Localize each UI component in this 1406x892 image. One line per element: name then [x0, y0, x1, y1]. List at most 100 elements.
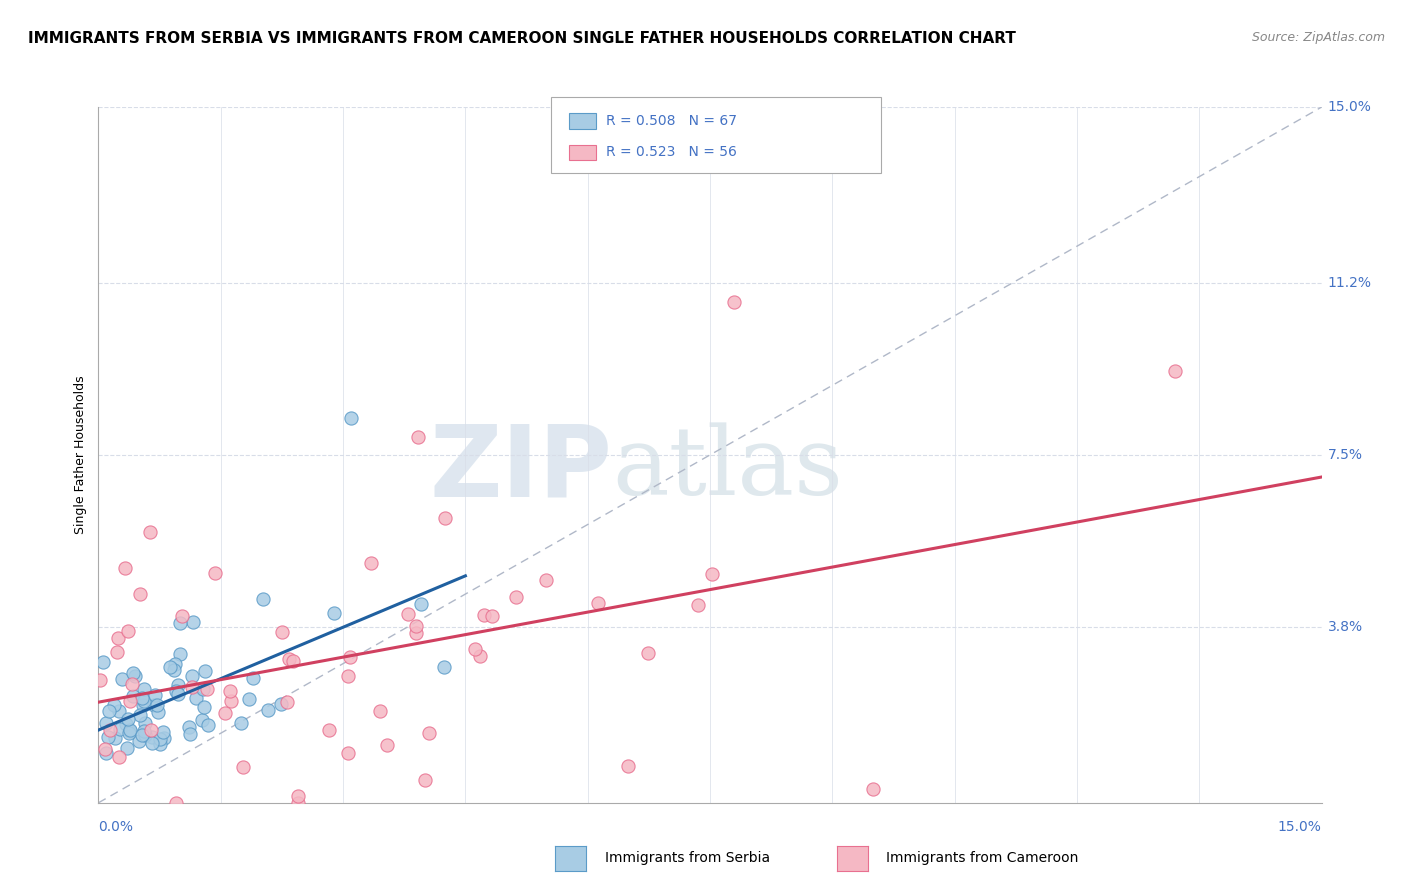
Point — [145, 698, 167, 713]
Point — [179, 727, 201, 741]
Point — [413, 772, 436, 787]
Point — [139, 525, 162, 540]
Point — [686, 598, 709, 612]
Point — [167, 678, 190, 692]
Point — [195, 681, 218, 696]
Point — [128, 708, 150, 723]
Point — [177, 720, 200, 734]
Point — [418, 726, 440, 740]
Point — [252, 592, 274, 607]
Point — [180, 669, 202, 683]
Point — [134, 716, 156, 731]
Point — [468, 648, 491, 663]
Text: Source: ZipAtlas.com: Source: ZipAtlas.com — [1251, 31, 1385, 45]
Point — [149, 738, 172, 752]
Point — [283, 654, 305, 668]
Point — [405, 619, 427, 633]
Point — [318, 723, 340, 737]
Point — [1164, 364, 1187, 378]
Point — [270, 625, 292, 640]
Point — [148, 705, 170, 719]
Point — [128, 587, 150, 601]
Point — [287, 789, 309, 804]
Point — [159, 659, 181, 673]
Point — [238, 692, 260, 706]
Point — [132, 693, 155, 707]
Point — [121, 677, 143, 691]
Point — [94, 746, 117, 760]
Point — [276, 695, 298, 709]
Point — [94, 742, 117, 756]
Point — [104, 731, 127, 745]
Point — [396, 607, 419, 622]
Text: 15.0%: 15.0% — [1327, 100, 1372, 114]
Point — [167, 687, 190, 701]
Text: ZIP: ZIP — [429, 420, 612, 517]
Point — [360, 556, 382, 570]
Point — [117, 712, 139, 726]
Point — [214, 706, 236, 720]
Point — [191, 713, 214, 727]
Point — [586, 596, 609, 610]
Point — [118, 725, 141, 739]
Point — [368, 704, 391, 718]
Point — [193, 700, 215, 714]
Point — [204, 566, 226, 581]
Point — [107, 750, 129, 764]
Point — [134, 728, 156, 742]
Point — [121, 689, 143, 703]
Point — [97, 704, 120, 718]
Point — [723, 294, 745, 309]
Point — [340, 410, 363, 425]
Point — [277, 652, 299, 666]
Point — [105, 645, 128, 659]
Point — [165, 684, 187, 698]
Point — [184, 690, 207, 705]
Point — [114, 561, 136, 575]
Point — [197, 717, 219, 731]
Point — [231, 715, 253, 730]
Point — [115, 740, 138, 755]
Point — [124, 669, 146, 683]
Text: 15.0%: 15.0% — [1278, 821, 1322, 834]
Point — [337, 669, 360, 683]
Point — [536, 573, 558, 587]
Point — [108, 722, 131, 736]
Point — [375, 738, 398, 752]
Point — [93, 655, 115, 669]
Point — [242, 671, 264, 685]
Point — [406, 430, 429, 444]
Point — [170, 608, 193, 623]
Point — [115, 717, 138, 731]
Point — [98, 723, 121, 738]
Point — [169, 647, 191, 661]
FancyBboxPatch shape — [551, 96, 882, 173]
Point — [481, 609, 503, 624]
Point — [191, 682, 214, 697]
Point — [131, 690, 153, 705]
Point — [472, 607, 495, 622]
Point — [132, 698, 155, 712]
Text: IMMIGRANTS FROM SERBIA VS IMMIGRANTS FROM CAMEROON SINGLE FATHER HOUSEHOLDS CORR: IMMIGRANTS FROM SERBIA VS IMMIGRANTS FRO… — [28, 31, 1017, 46]
Y-axis label: Single Father Households: Single Father Households — [75, 376, 87, 534]
Point — [143, 689, 166, 703]
Point — [117, 624, 139, 638]
Point — [118, 723, 141, 737]
Point — [152, 731, 174, 746]
Point — [139, 723, 162, 737]
Point — [700, 566, 723, 581]
Point — [405, 626, 427, 640]
Point — [617, 758, 640, 772]
Text: 3.8%: 3.8% — [1327, 620, 1362, 633]
Point — [108, 704, 131, 718]
Point — [219, 684, 242, 698]
Point — [433, 660, 456, 674]
Point — [142, 698, 165, 713]
Point — [134, 724, 156, 739]
Point — [322, 606, 344, 620]
Point — [169, 616, 191, 631]
Point — [181, 615, 204, 629]
Point — [181, 680, 204, 694]
Point — [96, 716, 118, 731]
Point — [434, 510, 457, 524]
